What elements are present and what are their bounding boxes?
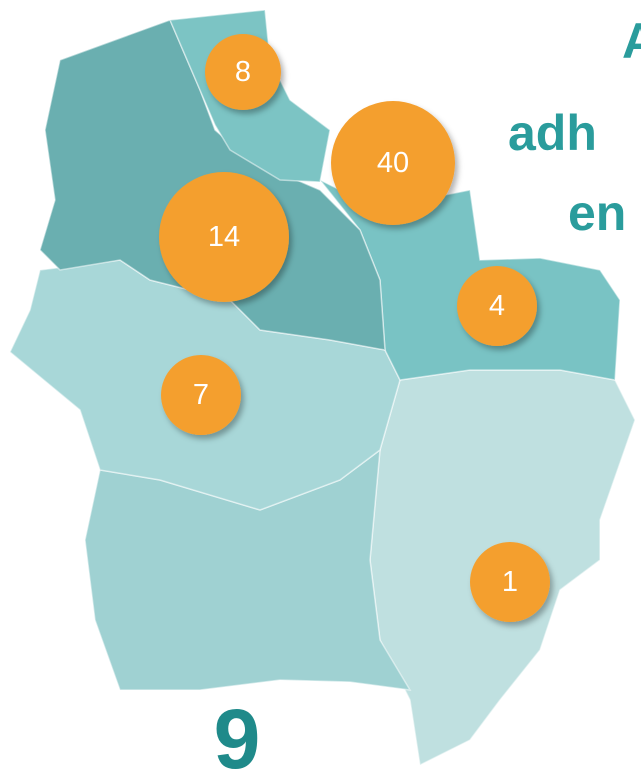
marker-bubble bbox=[205, 34, 281, 110]
markers: 8 40 14 4 7 1 bbox=[159, 34, 550, 622]
marker-bubble bbox=[331, 101, 455, 225]
marker-label: 40 bbox=[377, 147, 409, 179]
marker-label: 7 bbox=[193, 379, 209, 411]
marker-bubble bbox=[161, 355, 241, 435]
marker-label: 14 bbox=[208, 221, 240, 253]
marker-bubble bbox=[159, 172, 289, 302]
marker-bubble bbox=[470, 542, 550, 622]
footer-number: 9 bbox=[214, 692, 261, 776]
marker-label: 1 bbox=[502, 566, 518, 598]
marker-label: 8 bbox=[235, 56, 251, 88]
marker-label: 4 bbox=[489, 290, 505, 322]
marker-bubble bbox=[457, 266, 537, 346]
heading-line1: adh bbox=[508, 105, 597, 161]
heading-top: A bbox=[622, 13, 641, 69]
heading-line2: en bbox=[568, 185, 626, 241]
